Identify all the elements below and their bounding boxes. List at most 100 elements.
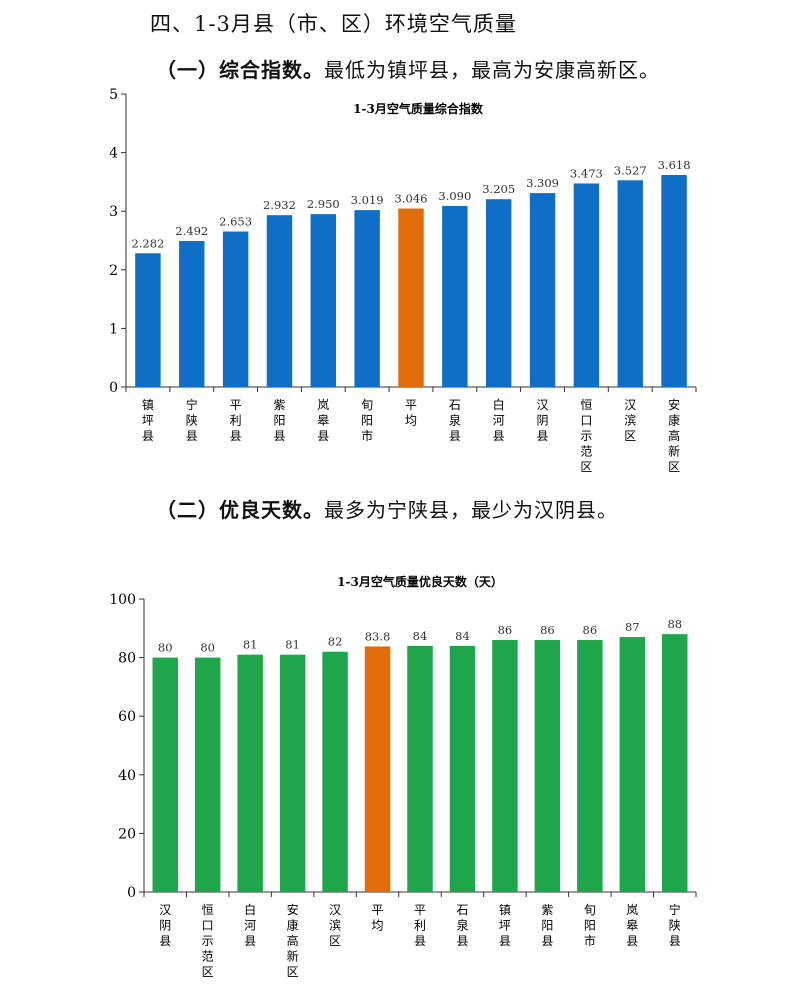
- days-value-label: 81: [285, 638, 300, 652]
- days-ytick-label: 80: [118, 651, 136, 667]
- index-value-label: 3.309: [526, 176, 559, 190]
- days-bar: [152, 657, 178, 892]
- section2-label: （二）优良天数。: [156, 498, 324, 522]
- index-category-label: 平均: [405, 398, 417, 428]
- index-category-label: 岚皋县: [317, 398, 329, 443]
- days-category-label: 石泉县: [456, 903, 468, 948]
- index-value-label: 2.950: [307, 197, 340, 211]
- index-bar: [398, 208, 424, 387]
- index-category-label: 汉滨区: [624, 398, 636, 443]
- index-bar: [135, 253, 161, 387]
- days-category-label: 镇坪县: [499, 903, 511, 948]
- index-category-label: 镇坪县: [142, 398, 154, 443]
- index-bar: [617, 180, 643, 387]
- index-bar: [529, 193, 556, 387]
- days-bar: [322, 651, 348, 892]
- section1-label: （一）综合指数。: [156, 58, 324, 82]
- days-category-label: 岚皋县: [626, 903, 638, 948]
- days-bar: [194, 657, 221, 892]
- days-ytick-label: 60: [118, 709, 136, 725]
- days-bar: [492, 640, 518, 892]
- days-category-label: 白河县: [244, 902, 256, 948]
- days-ytick-label: 20: [118, 826, 136, 842]
- days-category-label: 汉滨区: [329, 903, 341, 948]
- days-category-label: 宁陕县: [669, 902, 681, 948]
- index-value-label: 2.932: [263, 198, 296, 212]
- days-bar: [449, 645, 476, 892]
- days-category-label: 安康高新区: [287, 902, 299, 979]
- days-category-label: 紫阳县: [541, 903, 553, 948]
- days-value-label: 84: [455, 629, 470, 643]
- days-bar: [279, 654, 306, 892]
- days-bar: [577, 640, 603, 892]
- index-value-label: 2.492: [175, 224, 208, 238]
- index-category-label: 安康高新区: [668, 397, 680, 474]
- days-value-label: 84: [413, 629, 428, 643]
- section2-text: 最多为宁陕县，最少为汉阴县。: [324, 498, 618, 522]
- index-category-label: 恒口示范区: [580, 398, 592, 474]
- index-value-label: 3.205: [482, 182, 515, 196]
- index-category-label: 平利县: [230, 398, 242, 443]
- days-value-label: 86: [498, 623, 513, 637]
- index-value-label: 3.527: [614, 163, 647, 177]
- days-category-label: 旬阳市: [584, 903, 596, 948]
- days-bar: [407, 645, 433, 892]
- days-bar: [662, 634, 688, 892]
- days-bar: [619, 637, 646, 892]
- index-category-label: 旬阳市: [361, 398, 373, 443]
- index-category-label: 汉阴县: [537, 398, 549, 443]
- days-bar: [364, 646, 391, 892]
- index-ytick-label: 2: [109, 263, 118, 279]
- index-category-label: 石泉县: [449, 398, 461, 443]
- days-bar: [534, 640, 561, 892]
- days-category-label: 恒口示范区: [202, 903, 214, 979]
- days-ytick-label: 0: [127, 885, 136, 901]
- days-value-label: 86: [583, 623, 598, 637]
- days-value-label: 82: [328, 635, 343, 649]
- index-value-label: 3.090: [438, 189, 471, 203]
- days-category-label: 平利县: [414, 903, 426, 948]
- days-title: 1-3月空气质量优良天数（天）: [337, 574, 503, 589]
- index-bar: [310, 214, 337, 387]
- days-value-label: 83.8: [365, 629, 391, 643]
- days-category-label: 平均: [372, 903, 384, 933]
- section2-summary: （二）优良天数。最多为宁陕县，最少为汉阴县。: [156, 494, 618, 523]
- index-bar: [485, 199, 512, 387]
- section1-summary: （一）综合指数。最低为镇坪县，最高为安康高新区。: [156, 54, 660, 83]
- index-ytick-label: 1: [109, 321, 118, 337]
- days-value-label: 80: [200, 641, 215, 655]
- index-title: 1-3月空气质量综合指数: [353, 101, 484, 116]
- index-bar: [354, 210, 380, 387]
- days-ytick-label: 100: [109, 592, 136, 608]
- index-ytick-label: 0: [109, 380, 118, 396]
- section1-text: 最低为镇坪县，最高为安康高新区。: [324, 58, 660, 82]
- index-category-label: 白河县: [493, 397, 505, 443]
- index-ytick-label: 5: [109, 87, 118, 103]
- days-value-label: 88: [667, 617, 682, 631]
- index-bar: [661, 174, 687, 387]
- days-value-label: 86: [540, 623, 555, 637]
- index-value-label: 3.046: [395, 192, 428, 206]
- index-bar: [179, 240, 205, 387]
- index-bar: [442, 205, 468, 387]
- section-heading: 四、1-3月县（市、区）环境空气质量: [150, 12, 517, 36]
- index-value-label: 3.618: [658, 158, 691, 172]
- index-value-label: 3.473: [570, 166, 603, 180]
- index-bar: [222, 231, 249, 387]
- days-value-label: 80: [158, 641, 173, 655]
- index-value-label: 3.019: [351, 193, 384, 207]
- index-value-label: 2.653: [219, 215, 252, 229]
- index-category-label: 紫阳县: [273, 398, 285, 443]
- days-ytick-label: 40: [118, 768, 136, 784]
- days-value-label: 87: [625, 620, 640, 634]
- index-bar: [266, 215, 293, 387]
- days-category-label: 汉阴县: [159, 903, 171, 948]
- index-ytick-label: 4: [109, 146, 118, 162]
- index-category-label: 宁陕县: [186, 397, 198, 443]
- days-bar: [237, 654, 263, 892]
- index-bar: [573, 183, 600, 387]
- index-value-label: 2.282: [131, 236, 164, 250]
- days-value-label: 81: [243, 638, 258, 652]
